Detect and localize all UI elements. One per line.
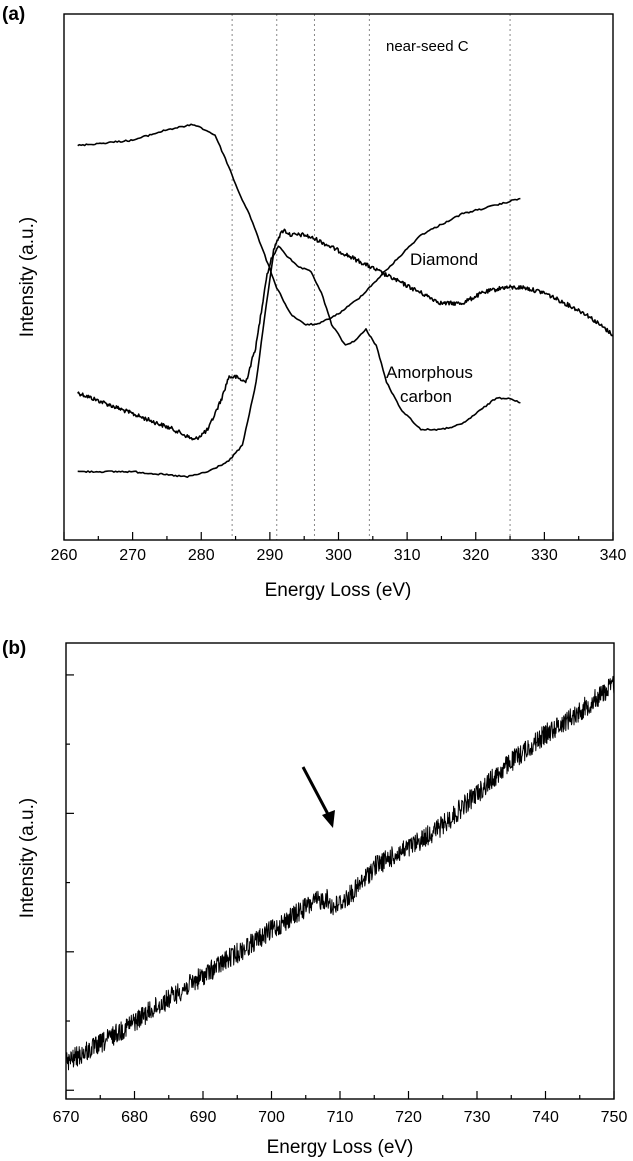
x-tick-label-680: 680 [121,1109,148,1126]
panel-a-x-tick-labels: 260 270 280 290 300 310 320 330 340 [51,547,627,564]
panel-b-series [65,675,615,1071]
panel-b-label: (b) [2,638,26,659]
x-tick-label-730: 730 [464,1109,491,1126]
series-spectrum-0 [65,675,615,1071]
series-label-diamond: Diamond [410,250,478,269]
x-tick-label-670: 670 [53,1109,80,1126]
panel-b-x-ticks [65,1091,615,1099]
panel-a-label: (a) [2,4,25,25]
x-tick-label-330: 330 [531,547,558,564]
panel-a: (a) 260 270 280 290 300 310 320 330 340 Energy L… [2,4,626,601]
panel-b-y-axis-title: Intensity (a.u.) [17,798,38,918]
panel-a-reference-lines [231,14,511,540]
arrow-head [322,810,335,828]
x-tick-label-280: 280 [188,547,215,564]
x-tick-label-750: 750 [601,1109,628,1126]
x-tick-label-300: 300 [325,547,352,564]
x-tick-label-310: 310 [394,547,421,564]
arrow-annotation [301,766,335,828]
x-tick-label-700: 700 [258,1109,285,1126]
x-tick-label-720: 720 [395,1109,422,1126]
panel-b: (b) 670 680 690 700 710 720 730 740 750 Energy L… [2,638,627,1158]
panel-b-y-ticks [66,674,74,1091]
panel-a-x-axis-title: Energy Loss (eV) [265,580,412,601]
x-tick-label-270: 270 [119,547,146,564]
panel-a-y-axis-title: Intensity (a.u.) [17,217,38,337]
series-label-carbon: carbon [400,387,452,406]
series-label-amorphous: Amorphous [386,363,473,382]
x-tick-label-690: 690 [190,1109,217,1126]
series-label-near-seed-c: near-seed C [386,38,469,55]
x-tick-label-290: 290 [257,547,284,564]
panel-a-series [77,123,614,478]
series-near-seed-c [77,228,614,441]
panel-b-plot-frame [65,642,615,1100]
x-tick-label-260: 260 [51,547,78,564]
panel-a-x-ticks [63,532,614,540]
x-tick-label-320: 320 [462,547,489,564]
x-tick-label-340: 340 [600,547,627,564]
panel-b-x-tick-labels: 670 680 690 700 710 720 730 740 750 [53,1109,628,1126]
x-tick-label-740: 740 [532,1109,559,1126]
panel-a-plot-frame [63,13,614,541]
series-diamond [77,245,521,478]
arrow-shaft [301,766,332,819]
panel-b-x-axis-title: Energy Loss (eV) [267,1137,414,1158]
x-tick-label-710: 710 [327,1109,354,1126]
series-amorphous-carbon [77,123,521,326]
